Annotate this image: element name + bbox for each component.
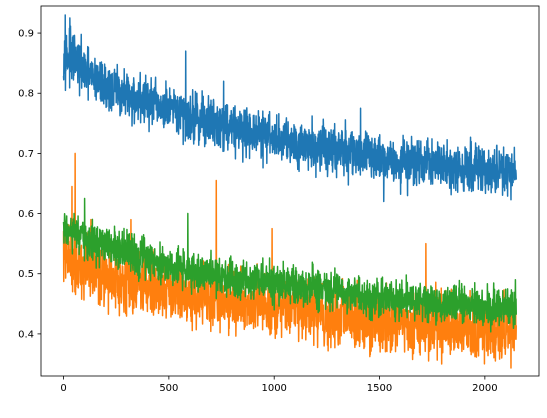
x-axis: 0 500 1000 1500 2000 (60, 376, 498, 394)
x-tick-label: 1500 (367, 383, 392, 394)
series-line-3 (62, 197, 517, 333)
x-tick-label: 0 (60, 383, 66, 394)
y-tick-label: 0.6 (18, 209, 34, 220)
y-tick-label: 0.8 (18, 89, 34, 100)
y-tick-label: 0.5 (18, 269, 34, 280)
series-layer (62, 14, 517, 369)
x-tick-label: 500 (159, 383, 178, 394)
x-tick-label: 1000 (261, 383, 286, 394)
y-tick-label: 0.9 (18, 29, 34, 40)
x-tick-label: 2000 (472, 383, 497, 394)
y-tick-label: 0.4 (18, 329, 34, 340)
series-line-1 (62, 14, 517, 203)
plot-frame (40, 5, 540, 377)
y-tick-label: 0.7 (18, 149, 34, 160)
y-axis: 0.4 0.5 0.6 0.7 0.8 0.9 (18, 29, 41, 340)
